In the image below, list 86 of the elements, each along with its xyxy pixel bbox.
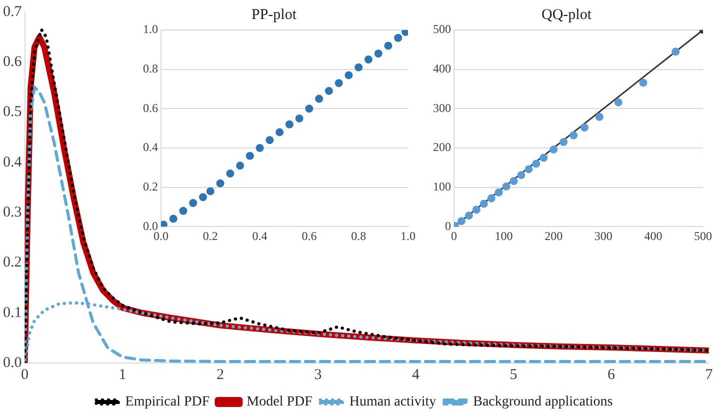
point <box>374 50 382 58</box>
point <box>266 136 274 144</box>
point <box>276 128 284 136</box>
x-tick-label: 200 <box>544 228 563 243</box>
point <box>540 154 548 162</box>
point <box>472 206 480 214</box>
point <box>457 217 466 226</box>
x-tick-label: 0.6 <box>302 228 317 243</box>
point <box>510 176 518 185</box>
point <box>595 112 604 121</box>
x-tick-label: 100 <box>494 228 513 243</box>
point <box>305 104 314 113</box>
point <box>580 124 588 132</box>
x-tick-label: 300 <box>594 228 612 243</box>
y-tick-label: 0.5 <box>3 104 22 120</box>
point <box>236 162 244 170</box>
chart-title: QQ-plot <box>542 6 592 23</box>
point <box>517 171 526 180</box>
y-tick-label: 0.2 <box>143 179 158 194</box>
point <box>502 182 510 190</box>
point <box>494 188 503 196</box>
point <box>344 71 353 80</box>
y-tick-label: 0.3 <box>3 204 22 221</box>
point <box>354 63 363 72</box>
point <box>189 199 198 208</box>
point <box>364 55 372 64</box>
point <box>169 214 178 223</box>
x-tick-label: 4 <box>412 366 420 383</box>
point <box>334 79 343 88</box>
y-tick-label: 0.8 <box>143 61 158 76</box>
point <box>614 98 622 106</box>
point <box>639 78 648 87</box>
x-tick-label: 6 <box>608 366 616 383</box>
y-tick-label: 100 <box>433 179 451 194</box>
point <box>532 160 540 168</box>
x-tick-label: 2 <box>216 366 224 383</box>
y-tick-label: 0 <box>445 218 451 233</box>
y-tick-label: 300 <box>433 100 451 115</box>
y-tick-label: 0.2 <box>3 254 22 271</box>
x-tick-label: 0.2 <box>202 228 218 243</box>
legend-label: Human activity <box>349 394 436 410</box>
x-tick-label: 3 <box>314 366 322 383</box>
y-tick-label: 0.1 <box>3 304 22 321</box>
point <box>487 194 496 202</box>
y-tick-label: 400 <box>433 61 451 76</box>
point <box>480 200 488 208</box>
y-tick-label: 0.0 <box>3 354 22 371</box>
point <box>570 131 578 140</box>
point <box>672 48 680 56</box>
point <box>315 94 324 103</box>
point <box>246 152 254 160</box>
point <box>324 86 333 95</box>
y-tick-label: 0.7 <box>3 4 22 20</box>
y-tick-label: 0.4 <box>143 140 158 154</box>
legend-label: Model PDF <box>246 394 313 410</box>
point <box>226 170 234 178</box>
x-tick-label: 500 <box>694 228 712 243</box>
x-tick-label: 1.0 <box>400 228 416 243</box>
point <box>206 187 214 196</box>
point <box>394 34 402 42</box>
y-tick-label: 500 <box>433 22 451 36</box>
legend-label: Empirical PDF <box>125 394 210 410</box>
y-tick-label: 0.4 <box>3 154 22 170</box>
point <box>524 165 533 174</box>
point <box>550 146 558 154</box>
x-tick-label: 5 <box>510 366 518 383</box>
point <box>256 144 264 152</box>
chart-title: PP-plot <box>251 6 298 23</box>
x-tick-label: 0.4 <box>252 228 268 243</box>
y-tick-label: 0.6 <box>143 100 158 115</box>
x-tick-label: 400 <box>644 228 662 243</box>
point <box>464 212 473 220</box>
x-tick-label: 1 <box>118 366 126 383</box>
point <box>179 206 188 215</box>
y-tick-label: 1.0 <box>143 22 158 36</box>
point <box>216 179 224 188</box>
x-tick-label: 0.8 <box>351 228 366 243</box>
point <box>384 42 392 50</box>
point <box>560 138 568 146</box>
point <box>295 114 304 122</box>
point <box>285 120 294 128</box>
legend-label: Background applications <box>473 394 613 410</box>
y-tick-label: 200 <box>433 140 451 154</box>
point <box>198 193 207 202</box>
y-tick-label: 0.6 <box>3 54 22 70</box>
x-tick-label: 7 <box>705 366 714 383</box>
